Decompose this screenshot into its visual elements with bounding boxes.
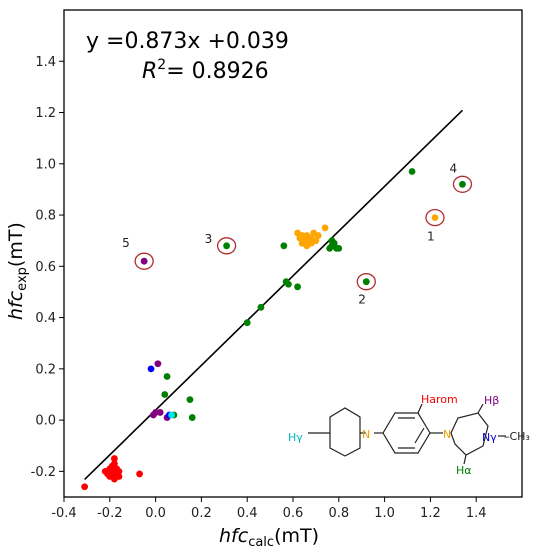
y-title-unit: (mT): [5, 222, 27, 267]
point-annotation-label: 1: [427, 230, 435, 244]
data-point: [110, 460, 118, 468]
data-point: [115, 467, 123, 475]
data-point: [136, 470, 143, 478]
x-title-unit: (mT): [274, 525, 319, 547]
piperazine-ring: [450, 412, 489, 456]
label-h-beta: Hβ: [484, 394, 499, 407]
data-point: [161, 391, 169, 398]
label-h-arom: Harom: [421, 393, 458, 406]
data-point: [314, 232, 322, 239]
data-point: [81, 483, 89, 491]
x-tick-label: 1.4: [466, 506, 487, 521]
highlight-circle: [452, 175, 473, 193]
x-tick-label: 0.4: [237, 506, 258, 521]
y-title-main: hfc: [5, 290, 27, 320]
piperidine-ring: [329, 407, 361, 457]
x-tick-label: 0.6: [283, 506, 304, 521]
y-title-sub: exp: [15, 267, 30, 291]
point-annotation-label: 5: [122, 236, 130, 250]
data-point: [154, 360, 162, 368]
x-axis-title: hfccalc(mT): [219, 525, 319, 550]
x-title-sub: calc: [248, 535, 274, 550]
label-n1: N: [362, 428, 370, 441]
data-point: [408, 168, 416, 175]
y-tick-label: 1.2: [35, 106, 56, 121]
label-h-alpha: Hα: [456, 464, 472, 477]
x-tick-label: -0.4: [51, 506, 76, 521]
data-point: [168, 411, 176, 419]
data-point: [147, 365, 155, 373]
data-point: [163, 373, 171, 380]
fit-equation: y =0.873x +0.039: [86, 29, 289, 54]
y-tick-label: 0.4: [35, 311, 56, 326]
data-point: [115, 473, 123, 480]
data-point: [362, 278, 370, 286]
r-squared: R2= 0.8926: [142, 57, 269, 84]
x-tick-label: 0.2: [191, 506, 212, 521]
point-annotation-label: 4: [449, 161, 457, 175]
x-tick-label: 0.0: [145, 506, 166, 521]
highlight-circle: [134, 252, 154, 270]
benzene-ring: [382, 412, 431, 454]
data-point: [335, 244, 343, 252]
y-tick-label: 0.6: [35, 260, 56, 275]
data-point: [312, 237, 320, 245]
x-title-main: hfc: [219, 525, 249, 547]
label-n2: N: [443, 428, 451, 441]
r2-value: = 0.8926: [166, 59, 268, 84]
data-point: [280, 242, 288, 250]
highlight-circle: [216, 237, 237, 255]
r2-superscript: 2: [157, 57, 166, 73]
y-tick-label: 1.0: [35, 157, 56, 172]
label-ch3: –CH₃: [504, 430, 530, 443]
data-point: [321, 224, 329, 232]
label-h-gamma: Hγ: [288, 431, 303, 444]
highlight-circle: [356, 273, 376, 291]
y-axis-title: hfcexp(mT): [5, 222, 30, 320]
data-point: [188, 414, 196, 421]
fit-line: [84, 109, 464, 481]
data-point: [431, 214, 439, 222]
data-point: [328, 237, 336, 245]
x-tick-label: 0.8: [328, 506, 349, 521]
data-point: [243, 319, 251, 327]
x-tick-label: -0.2: [97, 506, 122, 521]
y-tick-label: -0.2: [31, 465, 56, 480]
y-tick-label: 0.8: [35, 209, 56, 224]
point-annotation-label: 2: [358, 293, 366, 307]
plot-frame: [63, 9, 523, 498]
data-point: [186, 396, 194, 403]
data-point: [294, 283, 301, 291]
data-point: [156, 409, 164, 416]
r2-label: R: [142, 59, 157, 84]
data-point: [140, 257, 148, 265]
data-point: [459, 180, 466, 188]
point-annotation-label: 3: [205, 232, 213, 246]
label-n-gamma: Nγ: [482, 431, 497, 444]
data-point: [285, 280, 292, 288]
highlight-circle: [425, 208, 445, 227]
y-tick-label: 1.4: [35, 55, 56, 70]
x-tick-label: 1.2: [420, 506, 441, 521]
x-tick-label: 1.0: [374, 506, 395, 521]
data-point: [223, 242, 230, 250]
y-tick-label: 0.0: [35, 414, 56, 429]
y-tick-label: 0.2: [35, 362, 56, 377]
data-point: [257, 303, 265, 311]
molecule-structure: [308, 403, 506, 465]
data-point: [110, 455, 118, 462]
